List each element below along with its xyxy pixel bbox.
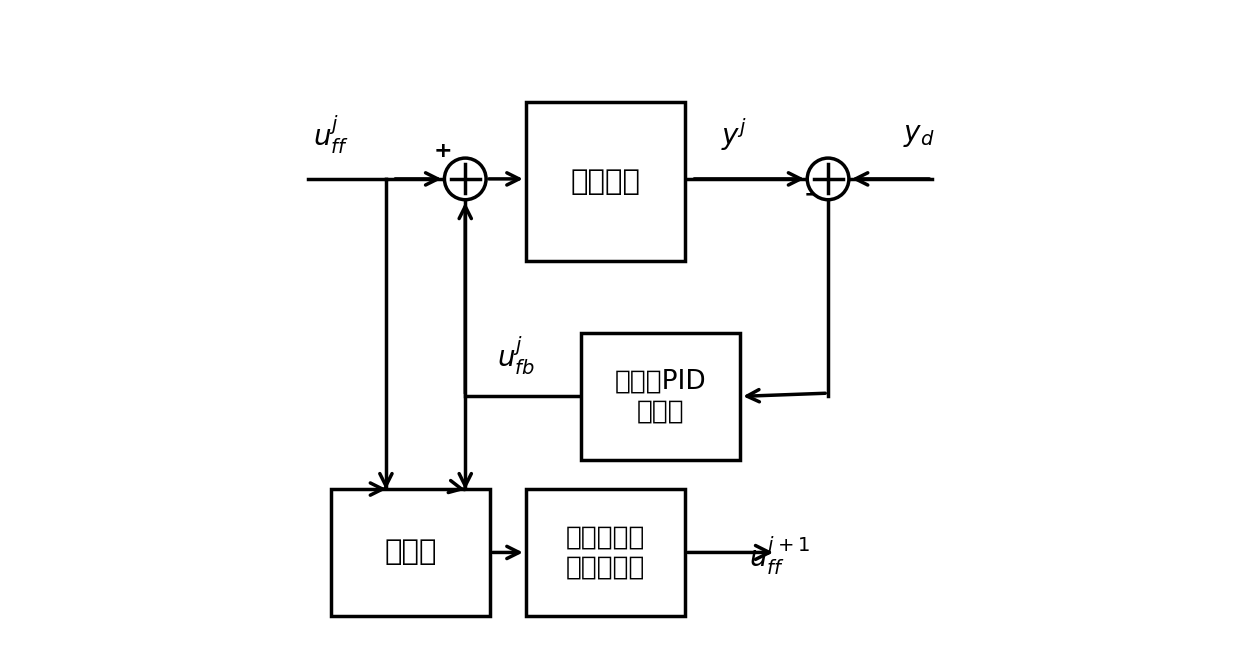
Text: −: −	[804, 185, 822, 204]
Text: $u_{ff}^{j}$: $u_{ff}^{j}$	[312, 114, 348, 156]
Bar	[526, 102, 684, 261]
Text: 存储器: 存储器	[384, 539, 436, 566]
Text: 分数阶迭代
学习控制器: 分数阶迭代 学习控制器	[565, 524, 645, 581]
Text: $u_{ff}^{j+1}$: $u_{ff}^{j+1}$	[749, 534, 810, 577]
Bar	[582, 333, 740, 460]
Circle shape	[444, 158, 486, 200]
Text: $u_{fb}^{j}$: $u_{fb}^{j}$	[497, 334, 534, 377]
Text: +: +	[446, 168, 465, 188]
Text: 分数阶PID
控制器: 分数阶PID 控制器	[615, 368, 707, 424]
Text: $y^{j}$: $y^{j}$	[720, 116, 746, 153]
Text: $y_{d}$: $y_{d}$	[903, 121, 935, 149]
Circle shape	[807, 158, 849, 200]
Text: 制冷系统: 制冷系统	[570, 168, 640, 196]
Bar	[331, 489, 490, 616]
Bar	[526, 489, 684, 616]
Text: +: +	[831, 168, 849, 188]
Text: +: +	[434, 141, 453, 161]
